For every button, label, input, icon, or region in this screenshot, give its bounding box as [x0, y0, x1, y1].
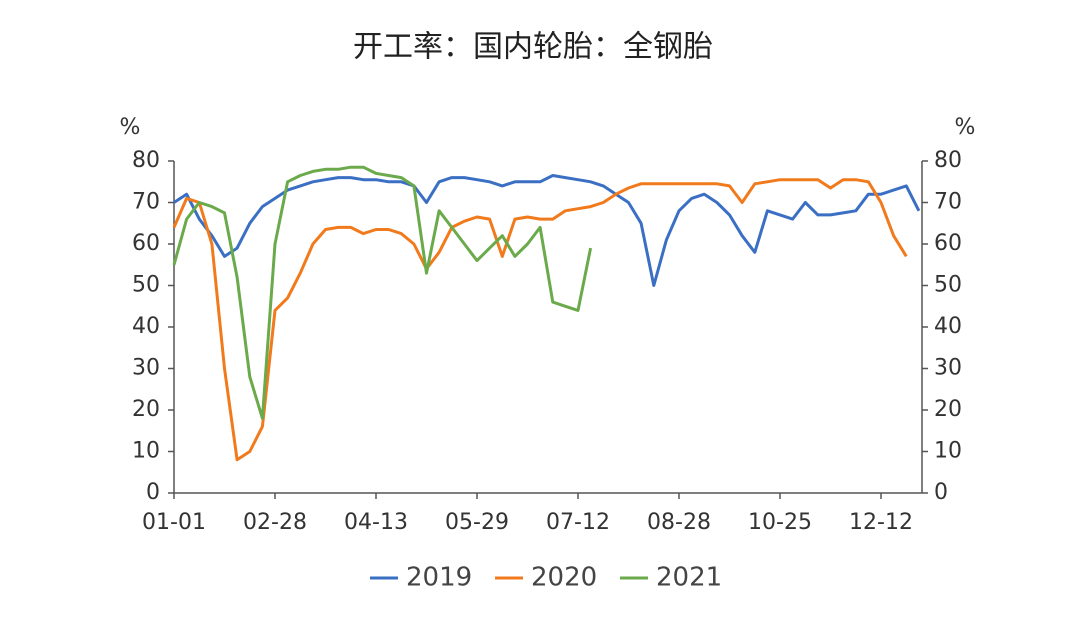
y-tick-label: 0	[146, 480, 160, 505]
x-tick-label: 10-25	[748, 510, 812, 535]
chart-title: 开工率：国内轮胎：全钢胎	[353, 30, 713, 65]
line-series	[173, 174, 921, 287]
y-tick-label: 50	[132, 273, 160, 298]
line-series	[172, 165, 593, 420]
legend-label: 2021	[656, 563, 722, 593]
legend-label: 2020	[531, 563, 597, 593]
legend-label: 2019	[406, 563, 472, 593]
y2-tick-label: 70	[934, 190, 962, 215]
x-tick-label: 12-12	[849, 510, 913, 535]
x-tick-label: 02-28	[243, 510, 307, 535]
y2-tick-label: 60	[934, 231, 962, 256]
y-tick-label: 20	[132, 397, 160, 422]
x-tick-label: 04-13	[344, 510, 408, 535]
y-tick-label: 80	[132, 148, 160, 173]
y2-tick-label: 80	[934, 148, 962, 173]
x-tick-label: 05-29	[445, 510, 509, 535]
y2-tick-label: 0	[934, 480, 948, 505]
line-series	[172, 178, 908, 462]
y-tick-label: 10	[132, 439, 160, 464]
y2-tick-label: 20	[934, 397, 962, 422]
x-tick-label: 01-01	[142, 510, 206, 535]
y-axis-label: %	[120, 115, 141, 140]
y2-axis-label: %	[955, 115, 976, 140]
y-tick-label: 40	[132, 314, 160, 339]
y2-tick-label: 50	[934, 273, 962, 298]
y-tick-label: 70	[132, 190, 160, 215]
y2-tick-label: 10	[934, 439, 962, 464]
x-tick-label: 08-28	[647, 510, 711, 535]
y-tick-label: 60	[132, 231, 160, 256]
y2-tick-label: 30	[934, 356, 962, 381]
y2-tick-label: 40	[934, 314, 962, 339]
y-tick-label: 30	[132, 356, 160, 381]
x-tick-label: 07-12	[546, 510, 610, 535]
